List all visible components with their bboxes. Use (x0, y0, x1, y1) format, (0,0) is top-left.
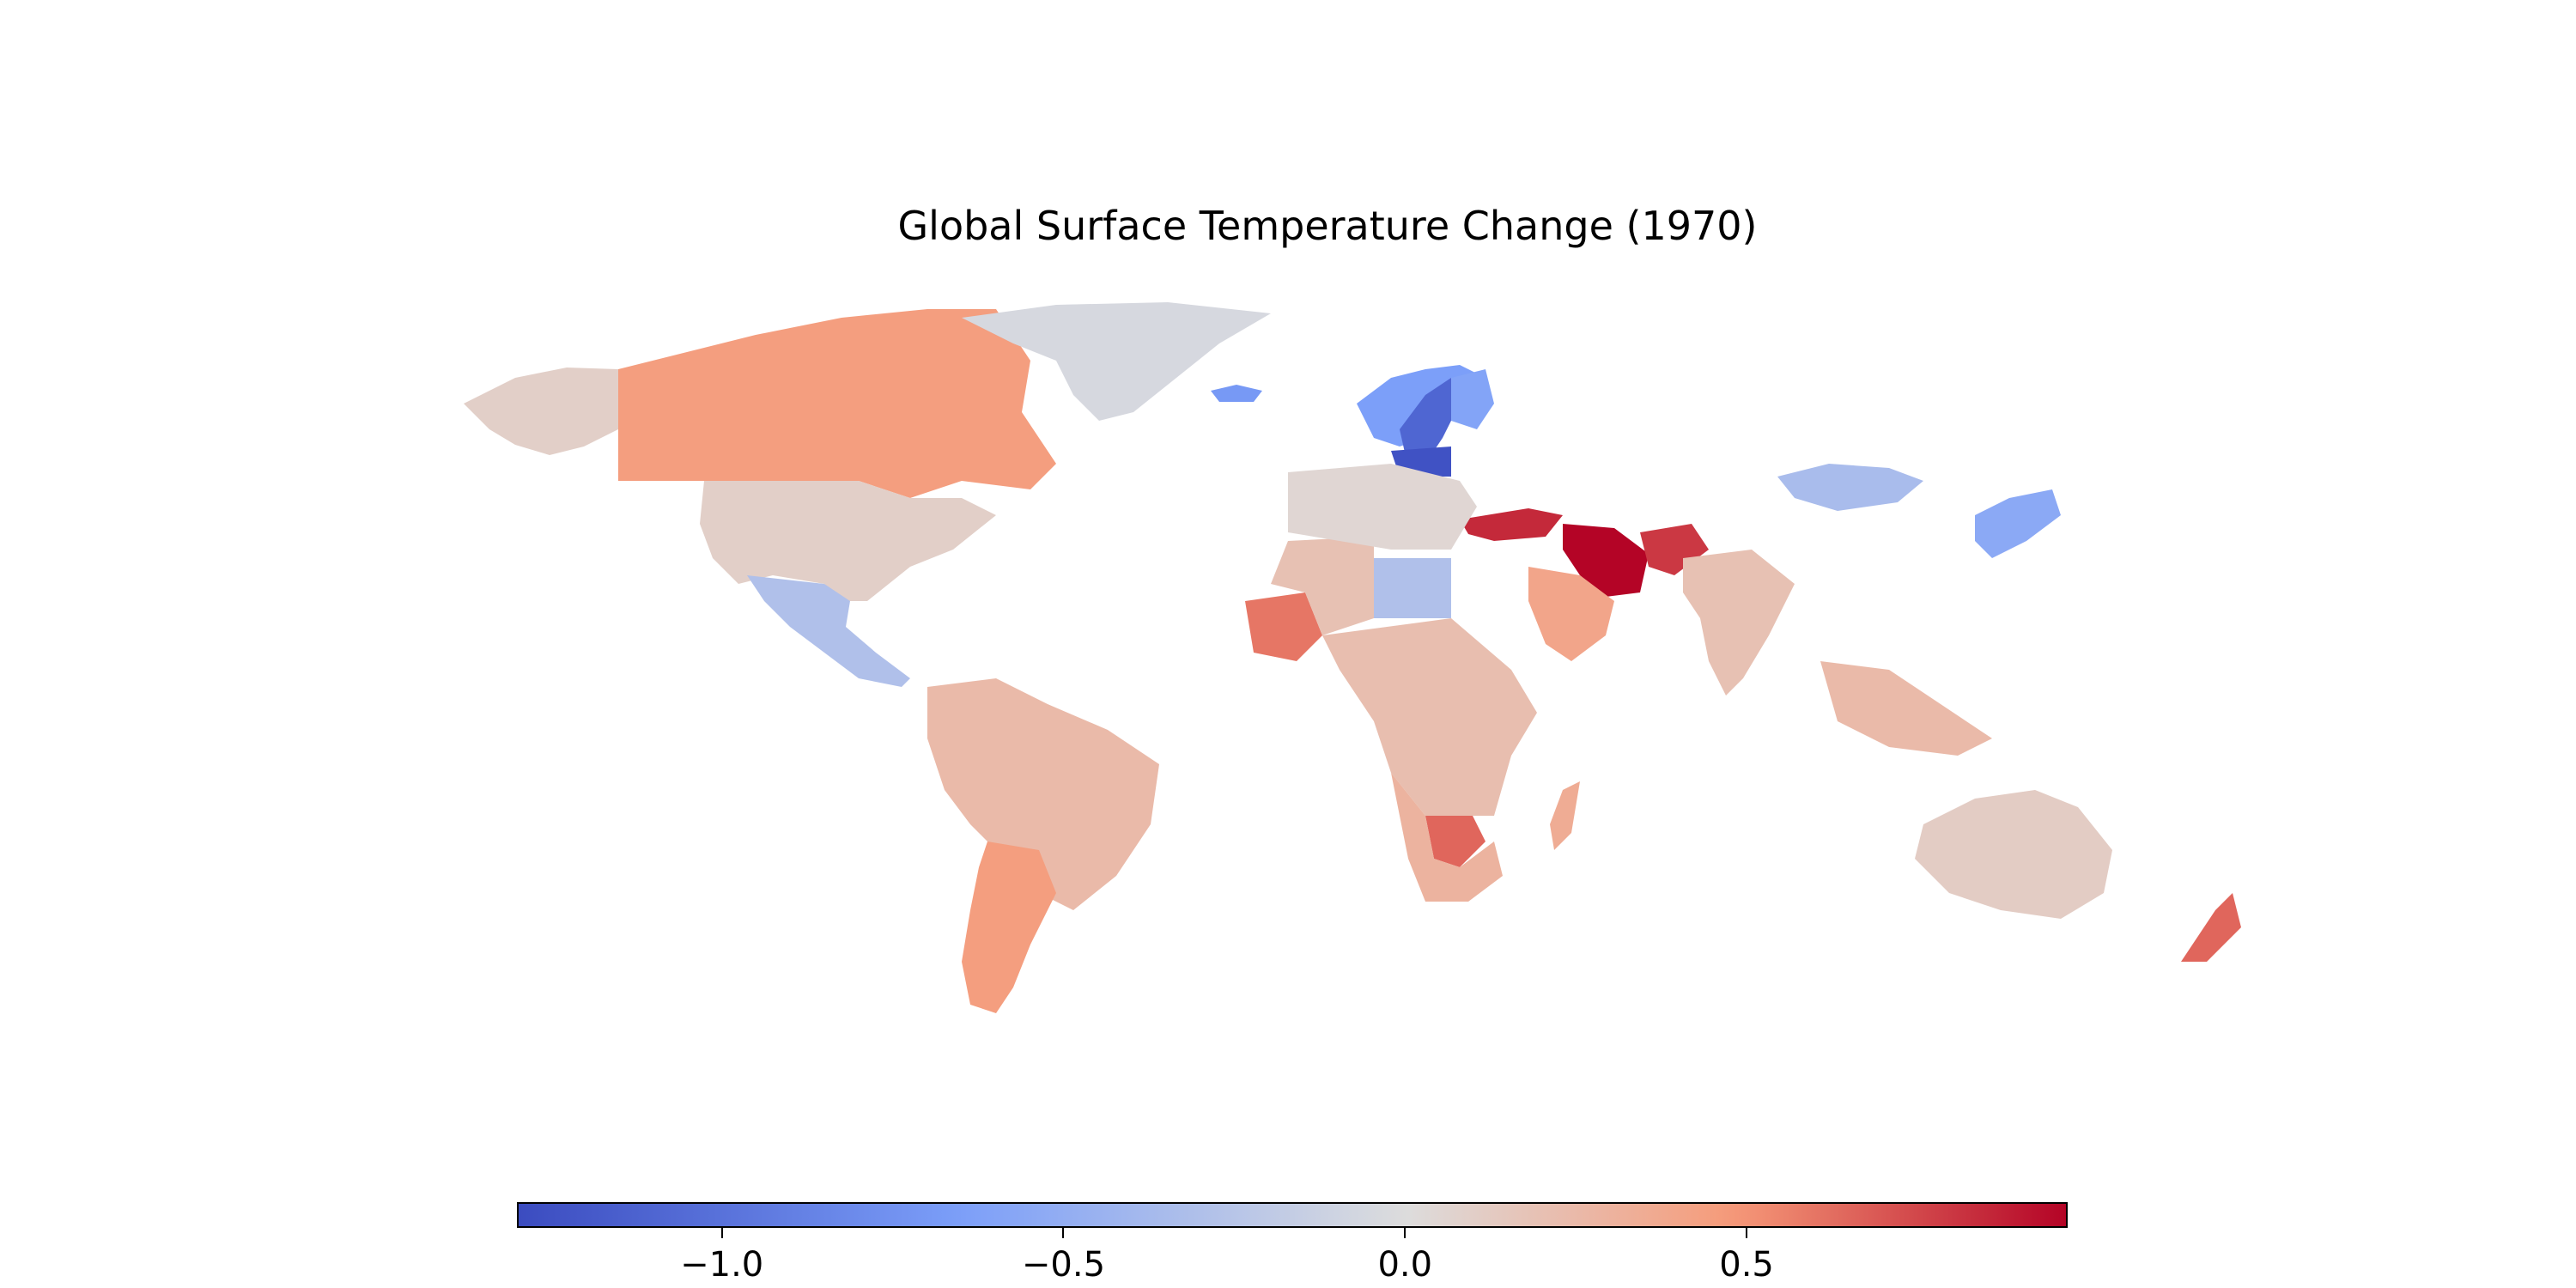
region-usa (700, 481, 996, 601)
region-saudi-arabia (1528, 567, 1614, 661)
region-iceland (1211, 385, 1262, 402)
region-other-europe (1288, 464, 1477, 550)
region-new-zealand (2181, 893, 2241, 962)
region-brazil (927, 678, 1159, 910)
colorbar (517, 1202, 2068, 1228)
colorbar-tick (1746, 1228, 1748, 1238)
chart-title: Global Surface Temperature Change (1970) (897, 203, 1758, 249)
region-other-north-africa (1271, 537, 1374, 635)
region-other-madagascar (1550, 781, 1580, 850)
region-japan (1975, 489, 2061, 558)
colorbar-tick-label: −1.0 (680, 1245, 764, 1285)
region-turkey (1460, 508, 1563, 541)
region-canada (618, 309, 1056, 498)
region-botswana (1425, 807, 1485, 867)
region-greenland (962, 302, 1271, 421)
colorbar-tick (720, 1228, 723, 1238)
region-russia (1777, 464, 1923, 511)
region-finland (1451, 369, 1494, 429)
region-alaska (464, 368, 618, 455)
region-other-southeast-asia (1820, 661, 1992, 756)
region-libya (1374, 558, 1451, 618)
region-other-southern-africa (1391, 773, 1503, 902)
colorbar-tick-label: 0.0 (1377, 1245, 1433, 1285)
region-argentina (962, 841, 1056, 1013)
region-sweden (1400, 378, 1460, 468)
colorbar-tick-label: −0.5 (1021, 1245, 1106, 1285)
colorbar-tick-label: 0.5 (1719, 1245, 1774, 1285)
region-mauritania (1245, 592, 1322, 661)
region-india (1683, 550, 1795, 696)
region-australia (1915, 790, 2112, 919)
region-mexico (747, 575, 910, 687)
colorbar-tick (1062, 1228, 1065, 1238)
colorbar-tick (1404, 1228, 1406, 1238)
region-other-central-africa (1322, 618, 1537, 816)
